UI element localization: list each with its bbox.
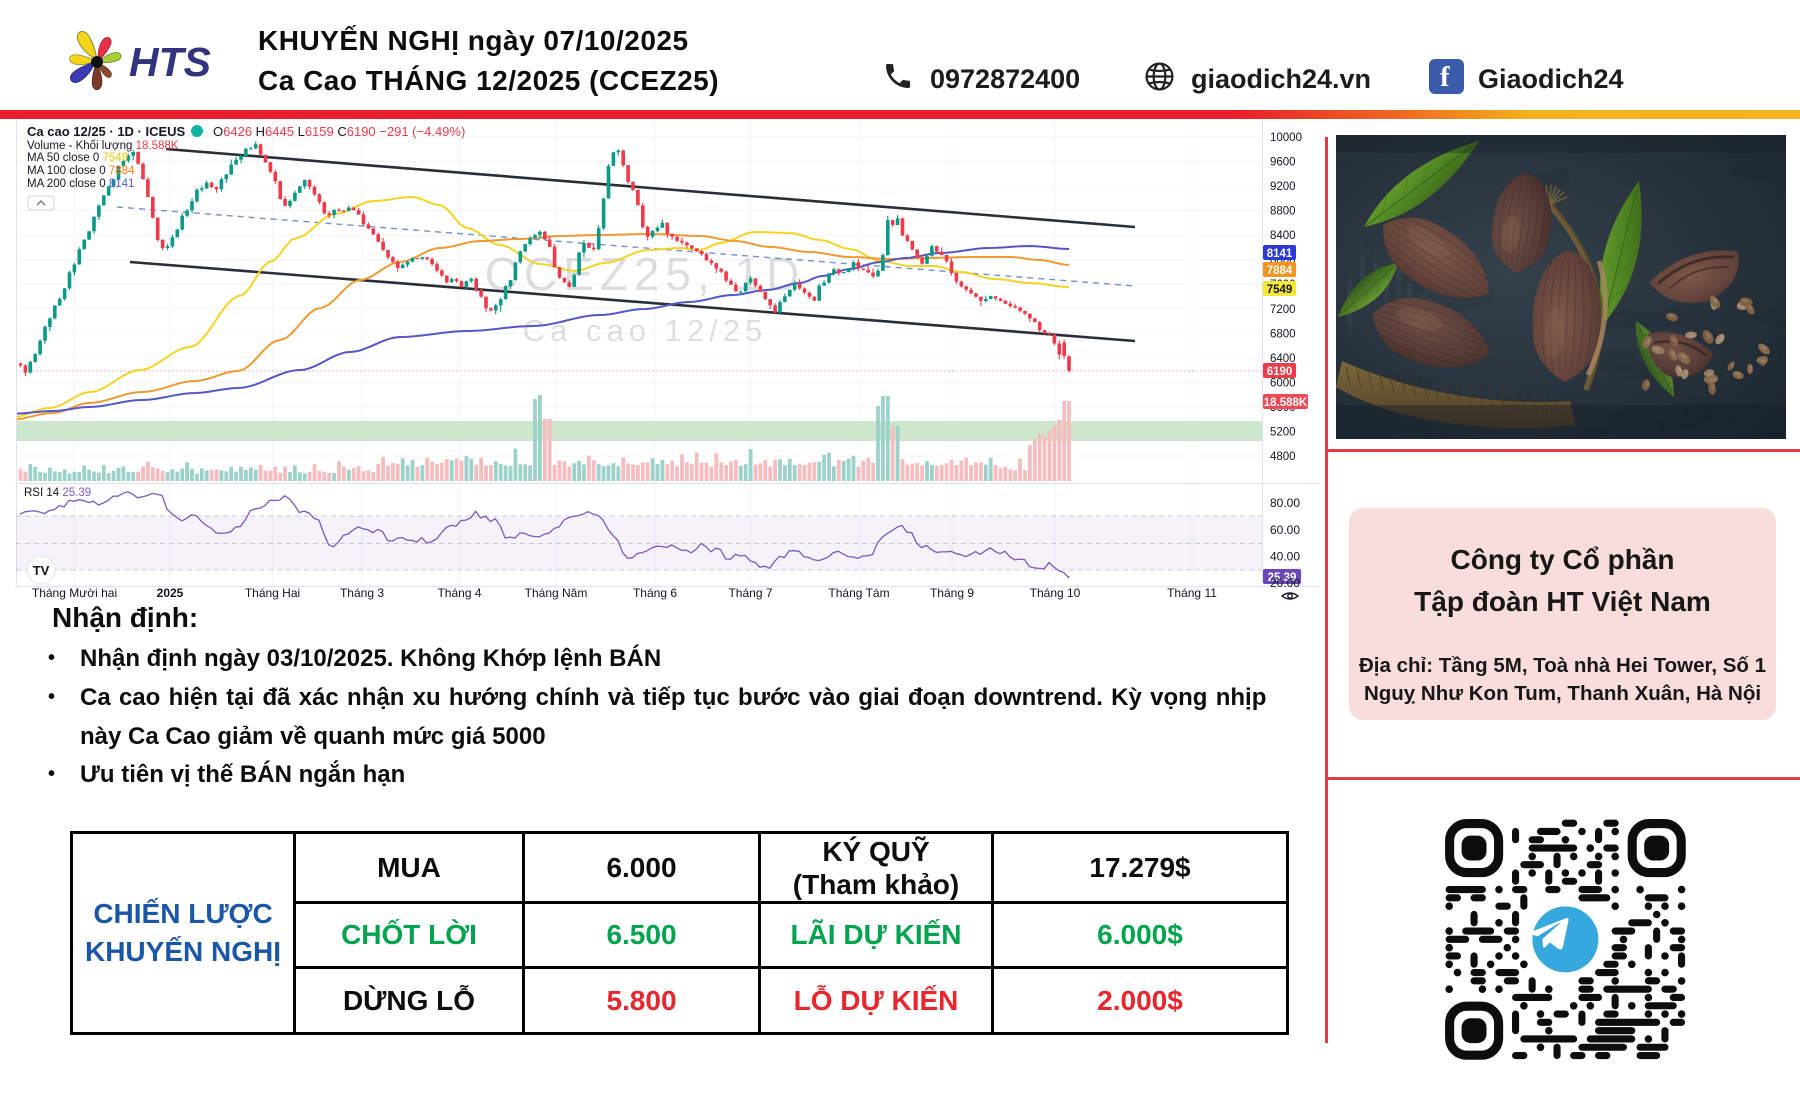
svg-text:8400: 8400 xyxy=(1270,230,1296,242)
svg-text:8141: 8141 xyxy=(1267,248,1293,260)
svg-text:18.588K: 18.588K xyxy=(1264,397,1308,409)
svg-text:6800: 6800 xyxy=(1270,328,1296,340)
svg-text:6190: 6190 xyxy=(1267,366,1293,378)
svg-text:Ca cao 12/25: Ca cao 12/25 xyxy=(523,313,767,348)
svg-text:80.00: 80.00 xyxy=(1270,496,1300,510)
svg-text:20.00: 20.00 xyxy=(1270,576,1300,590)
svg-text:2025: 2025 xyxy=(157,586,184,600)
svg-text:Tháng 9: Tháng 9 xyxy=(930,586,974,600)
svg-text:Tháng 4: Tháng 4 xyxy=(437,586,481,600)
svg-text:TV: TV xyxy=(33,563,50,578)
svg-text:Volume - Khối lượng 18.588K: Volume - Khối lượng 18.588K xyxy=(27,140,179,152)
svg-text:7549: 7549 xyxy=(1267,284,1293,296)
svg-text:10000: 10000 xyxy=(1270,132,1302,144)
svg-text:Tháng 11: Tháng 11 xyxy=(1167,586,1217,600)
svg-text:Tháng 3: Tháng 3 xyxy=(340,586,384,600)
svg-text:Tháng Mười hai: Tháng Mười hai xyxy=(32,586,117,600)
svg-text:Tháng 10: Tháng 10 xyxy=(1030,586,1081,600)
svg-text:Tháng 6: Tháng 6 xyxy=(633,586,677,600)
svg-text:7884: 7884 xyxy=(1267,265,1293,277)
svg-text:Tháng Tám: Tháng Tám xyxy=(828,586,889,600)
svg-text:Ca cao 12/25 · 1D · ICEUS: Ca cao 12/25 · 1D · ICEUS xyxy=(27,124,186,139)
svg-text:25.39: 25.39 xyxy=(1268,572,1297,584)
svg-text:MA 50 close 0 7549: MA 50 close 0 7549 xyxy=(27,152,128,164)
svg-text:8800: 8800 xyxy=(1270,206,1296,218)
svg-text:40.00: 40.00 xyxy=(1270,550,1300,564)
svg-text:9200: 9200 xyxy=(1270,181,1296,193)
svg-text:Tháng 7: Tháng 7 xyxy=(728,586,772,600)
svg-text:5200: 5200 xyxy=(1270,427,1296,439)
svg-text:9600: 9600 xyxy=(1270,157,1296,169)
svg-text:60.00: 60.00 xyxy=(1270,523,1300,537)
svg-text:MA 200 close 0 8141: MA 200 close 0 8141 xyxy=(27,178,134,190)
svg-text:7200: 7200 xyxy=(1270,304,1296,316)
svg-text:Tháng Hai: Tháng Hai xyxy=(245,586,300,600)
svg-text:MA 100 close 0 7884: MA 100 close 0 7884 xyxy=(27,165,135,177)
svg-text:4800: 4800 xyxy=(1270,451,1296,463)
svg-text:Tháng Năm: Tháng Năm xyxy=(525,586,588,600)
svg-text:CCEZ25, 1D: CCEZ25, 1D xyxy=(485,248,806,300)
svg-text:O6426 H6445 L6159 C6190 −291 (: O6426 H6445 L6159 C6190 −291 (−4.49%) xyxy=(213,124,465,139)
svg-text:6000: 6000 xyxy=(1270,377,1296,389)
svg-text:RSI 14 25.39: RSI 14 25.39 xyxy=(24,487,91,499)
svg-text:6400: 6400 xyxy=(1270,353,1296,365)
svg-text:HTS: HTS xyxy=(129,39,211,85)
